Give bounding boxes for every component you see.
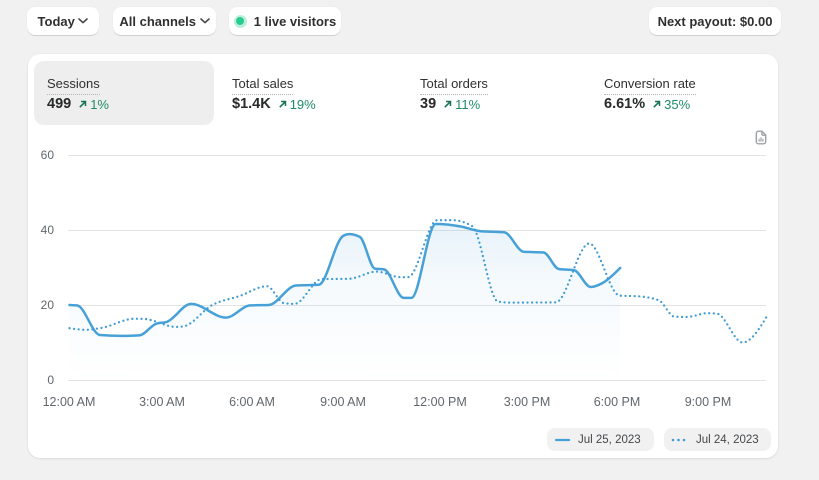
svg-text:3:00 PM: 3:00 PM [504,395,551,409]
svg-text:6:00 PM: 6:00 PM [594,395,641,409]
svg-text:60: 60 [41,148,55,162]
svg-text:40: 40 [41,223,55,237]
svg-text:9:00 PM: 9:00 PM [685,395,732,409]
svg-text:9:00 AM: 9:00 AM [320,395,366,409]
svg-text:6:00 AM: 6:00 AM [229,395,275,409]
svg-text:12:00 AM: 12:00 AM [43,395,96,409]
svg-text:0: 0 [47,373,54,387]
svg-text:20: 20 [41,298,55,312]
svg-text:3:00 AM: 3:00 AM [139,395,185,409]
svg-text:12:00 PM: 12:00 PM [413,395,467,409]
